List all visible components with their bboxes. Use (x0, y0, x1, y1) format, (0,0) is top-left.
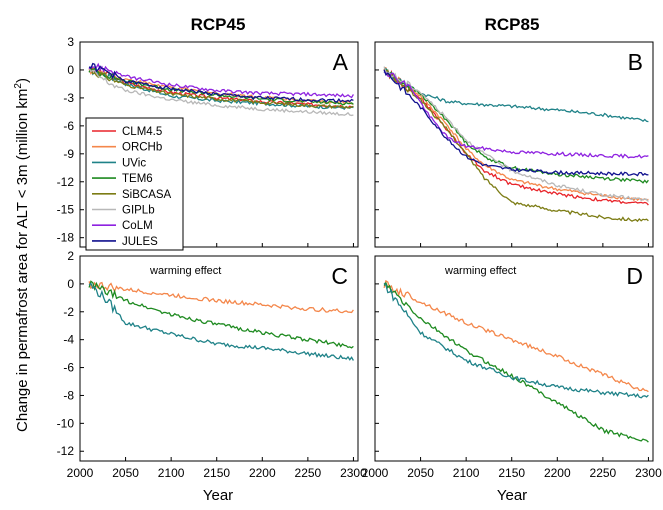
plot-frame (79, 255, 359, 462)
series-line-orchb (88, 281, 354, 314)
panel-annotation: warming effect (149, 265, 221, 277)
legend-label: GIPLb (122, 205, 155, 217)
x-tick-label: 2200 (249, 466, 276, 480)
y-tick-label: -12 (57, 444, 75, 458)
legend-label: CoLM (122, 220, 153, 232)
x-tick-label: 2000 (67, 466, 94, 480)
series-line-sibcasa (88, 69, 354, 110)
x-tick-label: 2300 (635, 466, 662, 480)
series-line-uvic (88, 282, 354, 361)
series-line-sibcasa (383, 68, 649, 223)
legend-label: TEM6 (122, 173, 153, 185)
panel-letter: A (333, 49, 349, 75)
x-tick-label: 2150 (498, 466, 525, 480)
series-line-colm (88, 62, 354, 99)
x-tick-label: 2150 (203, 466, 230, 480)
y-tick-label: -3 (63, 91, 74, 105)
legend-label: JULES (122, 236, 158, 248)
x-tick-label: 2250 (590, 466, 617, 480)
plot-frame (374, 255, 654, 462)
y-tick-label: -10 (57, 416, 75, 430)
y-tick-label: -9 (63, 147, 74, 161)
legend-box (85, 117, 184, 251)
series-line-tem6 (383, 281, 649, 443)
series-line-clm45 (88, 66, 354, 109)
y-tick-label: -18 (57, 231, 75, 245)
x-tick-label: 2000 (362, 466, 389, 480)
x-tick-label: 2100 (453, 466, 480, 480)
y-tick-label: -6 (63, 119, 74, 133)
series-line-jules (88, 62, 354, 103)
y-tick-label: -2 (63, 305, 74, 319)
plot-frame (374, 41, 654, 248)
panel-letter: B (628, 49, 643, 75)
legend-label: CLM4.5 (122, 126, 162, 138)
y-axis-label: Change in permafrost area for ALT < 3m (… (13, 78, 31, 432)
plot-frame (79, 41, 359, 248)
series-line-uvic (383, 282, 649, 399)
legend: CLM4.5 ORCHb UVic TEM6 SiBCASA GIPLb CoLM JULES (85, 117, 184, 251)
x-tick-label: 2300 (340, 466, 367, 480)
y-tick-label: 0 (67, 277, 74, 291)
x-tick-label: 2200 (544, 466, 571, 480)
x-tick-label: 2250 (295, 466, 322, 480)
legend-label: SiBCASA (122, 189, 172, 201)
y-tick-label: -8 (63, 388, 74, 402)
panel-c: 2 0 -2 -4 -6 -8 -10 -12 2000 2050 2100 2150 2200 2250… (57, 249, 367, 480)
legend-label: ORCHb (122, 142, 162, 154)
y-tick-label: -6 (63, 361, 74, 375)
y-tick-label: -4 (63, 333, 74, 347)
series-line-colm (383, 71, 649, 159)
x-tick-label: 2100 (158, 466, 185, 480)
y-tick-label: 3 (67, 35, 74, 49)
panel-annotation: warming effect (444, 265, 516, 277)
col-title-rcp85: RCP85 (485, 15, 540, 34)
series-line-clm45 (383, 69, 649, 206)
legend-label: UVic (122, 157, 146, 169)
x-axis-label-left: Year (203, 487, 233, 504)
series-line-orchb (383, 279, 649, 393)
series-line-tem6 (88, 280, 354, 349)
series-line-tem6 (383, 68, 649, 184)
series-line-uvic (383, 67, 649, 123)
x-axis-label-right: Year (497, 487, 527, 504)
y-tick-label: 2 (67, 249, 74, 263)
panel-letter: D (626, 263, 643, 289)
series-line-orchb (383, 66, 649, 202)
y-tick-label: -15 (57, 203, 75, 217)
y-tick-label: -12 (57, 175, 75, 189)
col-title-rcp45: RCP45 (191, 15, 246, 34)
x-tick-label: 2050 (407, 466, 434, 480)
panel-b: B (374, 41, 654, 248)
y-tick-label: 0 (67, 63, 74, 77)
series-line-tem6 (88, 67, 354, 106)
series-line-giplb (88, 67, 354, 117)
series-line-jules (383, 69, 649, 177)
panel-a: 3 0 -3 -6 -9 -12 -15 -18 A CLM4.5 ORCHb UVic TEM6 SiB… (57, 35, 359, 251)
series-line-giplb (383, 66, 649, 202)
series-line-uvic (88, 66, 354, 111)
x-tick-label: 2050 (112, 466, 139, 480)
panel-letter: C (331, 263, 348, 289)
